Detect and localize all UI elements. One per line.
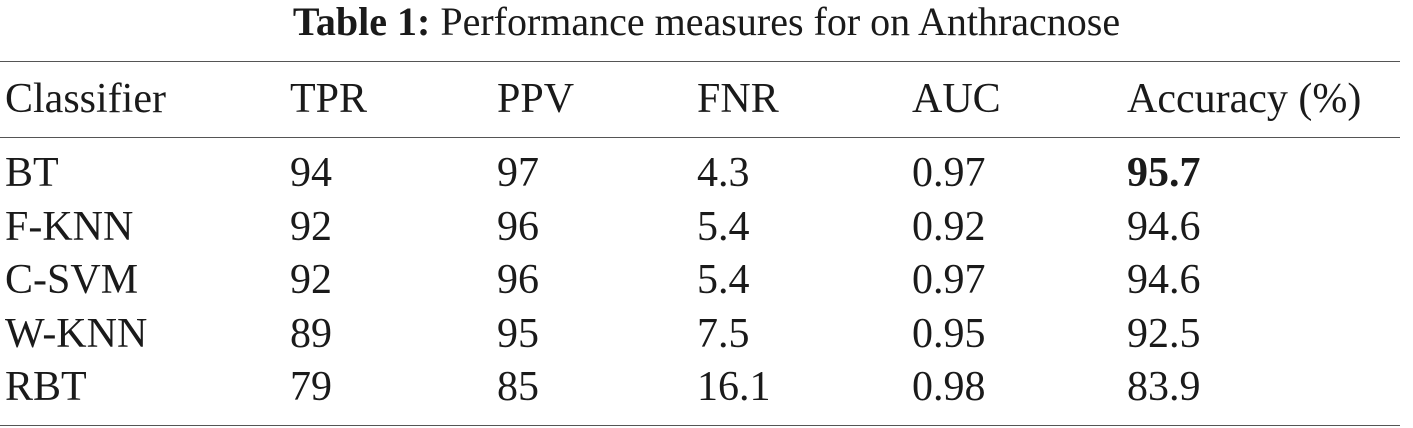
header-rule [0, 137, 1400, 138]
table-cell: 96 [497, 257, 539, 303]
table-cell: 0.95 [912, 310, 986, 357]
table-cell: 0.98 [912, 364, 986, 410]
table-cell: 96 [497, 203, 539, 250]
caption-label: Table 1: [292, 0, 431, 44]
table-cell: 94.6 [1127, 203, 1201, 250]
table-cell: 4.3 [697, 150, 750, 196]
caption: Performance measures for on Anthracnose [440, 0, 1121, 44]
table-cell: 5.4 [697, 203, 750, 250]
table-cell: 95.7 [1127, 150, 1201, 196]
header-cell: PPV [497, 76, 575, 122]
table-cell: 85 [497, 364, 539, 410]
header-cell: TPR [290, 76, 368, 122]
header-cell: Accuracy (%) [1127, 76, 1362, 122]
table-cell: 7.5 [697, 310, 750, 357]
table-cell: 94 [290, 150, 332, 196]
table-cell: BT [5, 150, 59, 196]
table-cell: 0.97 [912, 150, 986, 196]
table-cell: 97 [497, 150, 539, 196]
top-rule [0, 61, 1400, 62]
table-cell: C-SVM [5, 257, 139, 303]
table-cell: 0.92 [912, 203, 986, 250]
table-cell: 79 [290, 364, 332, 410]
bottom-rule [0, 425, 1400, 426]
table-cell: W-KNN [5, 310, 148, 357]
table-cell: 89 [290, 310, 332, 357]
table-cell: 92 [290, 203, 332, 250]
table-cell: 92 [290, 257, 332, 303]
table-cell: 92.5 [1127, 310, 1201, 357]
table-cell: 94.6 [1127, 257, 1201, 303]
header-cell: Classifier [5, 76, 166, 122]
table-cell: 5.4 [697, 257, 750, 303]
header-cell: FNR [697, 76, 779, 122]
table-cell: 83.9 [1127, 364, 1201, 410]
table-cell: 0.97 [912, 257, 986, 303]
table-cell: 95 [497, 310, 539, 357]
header-cell: AUC [912, 76, 1001, 122]
table-cell: RBT [5, 364, 87, 410]
table-title: Table 1: Performance measures for on Anth… [0, 0, 1413, 44]
table-cell: 16.1 [697, 364, 771, 410]
table-cell: F-KNN [5, 203, 134, 250]
